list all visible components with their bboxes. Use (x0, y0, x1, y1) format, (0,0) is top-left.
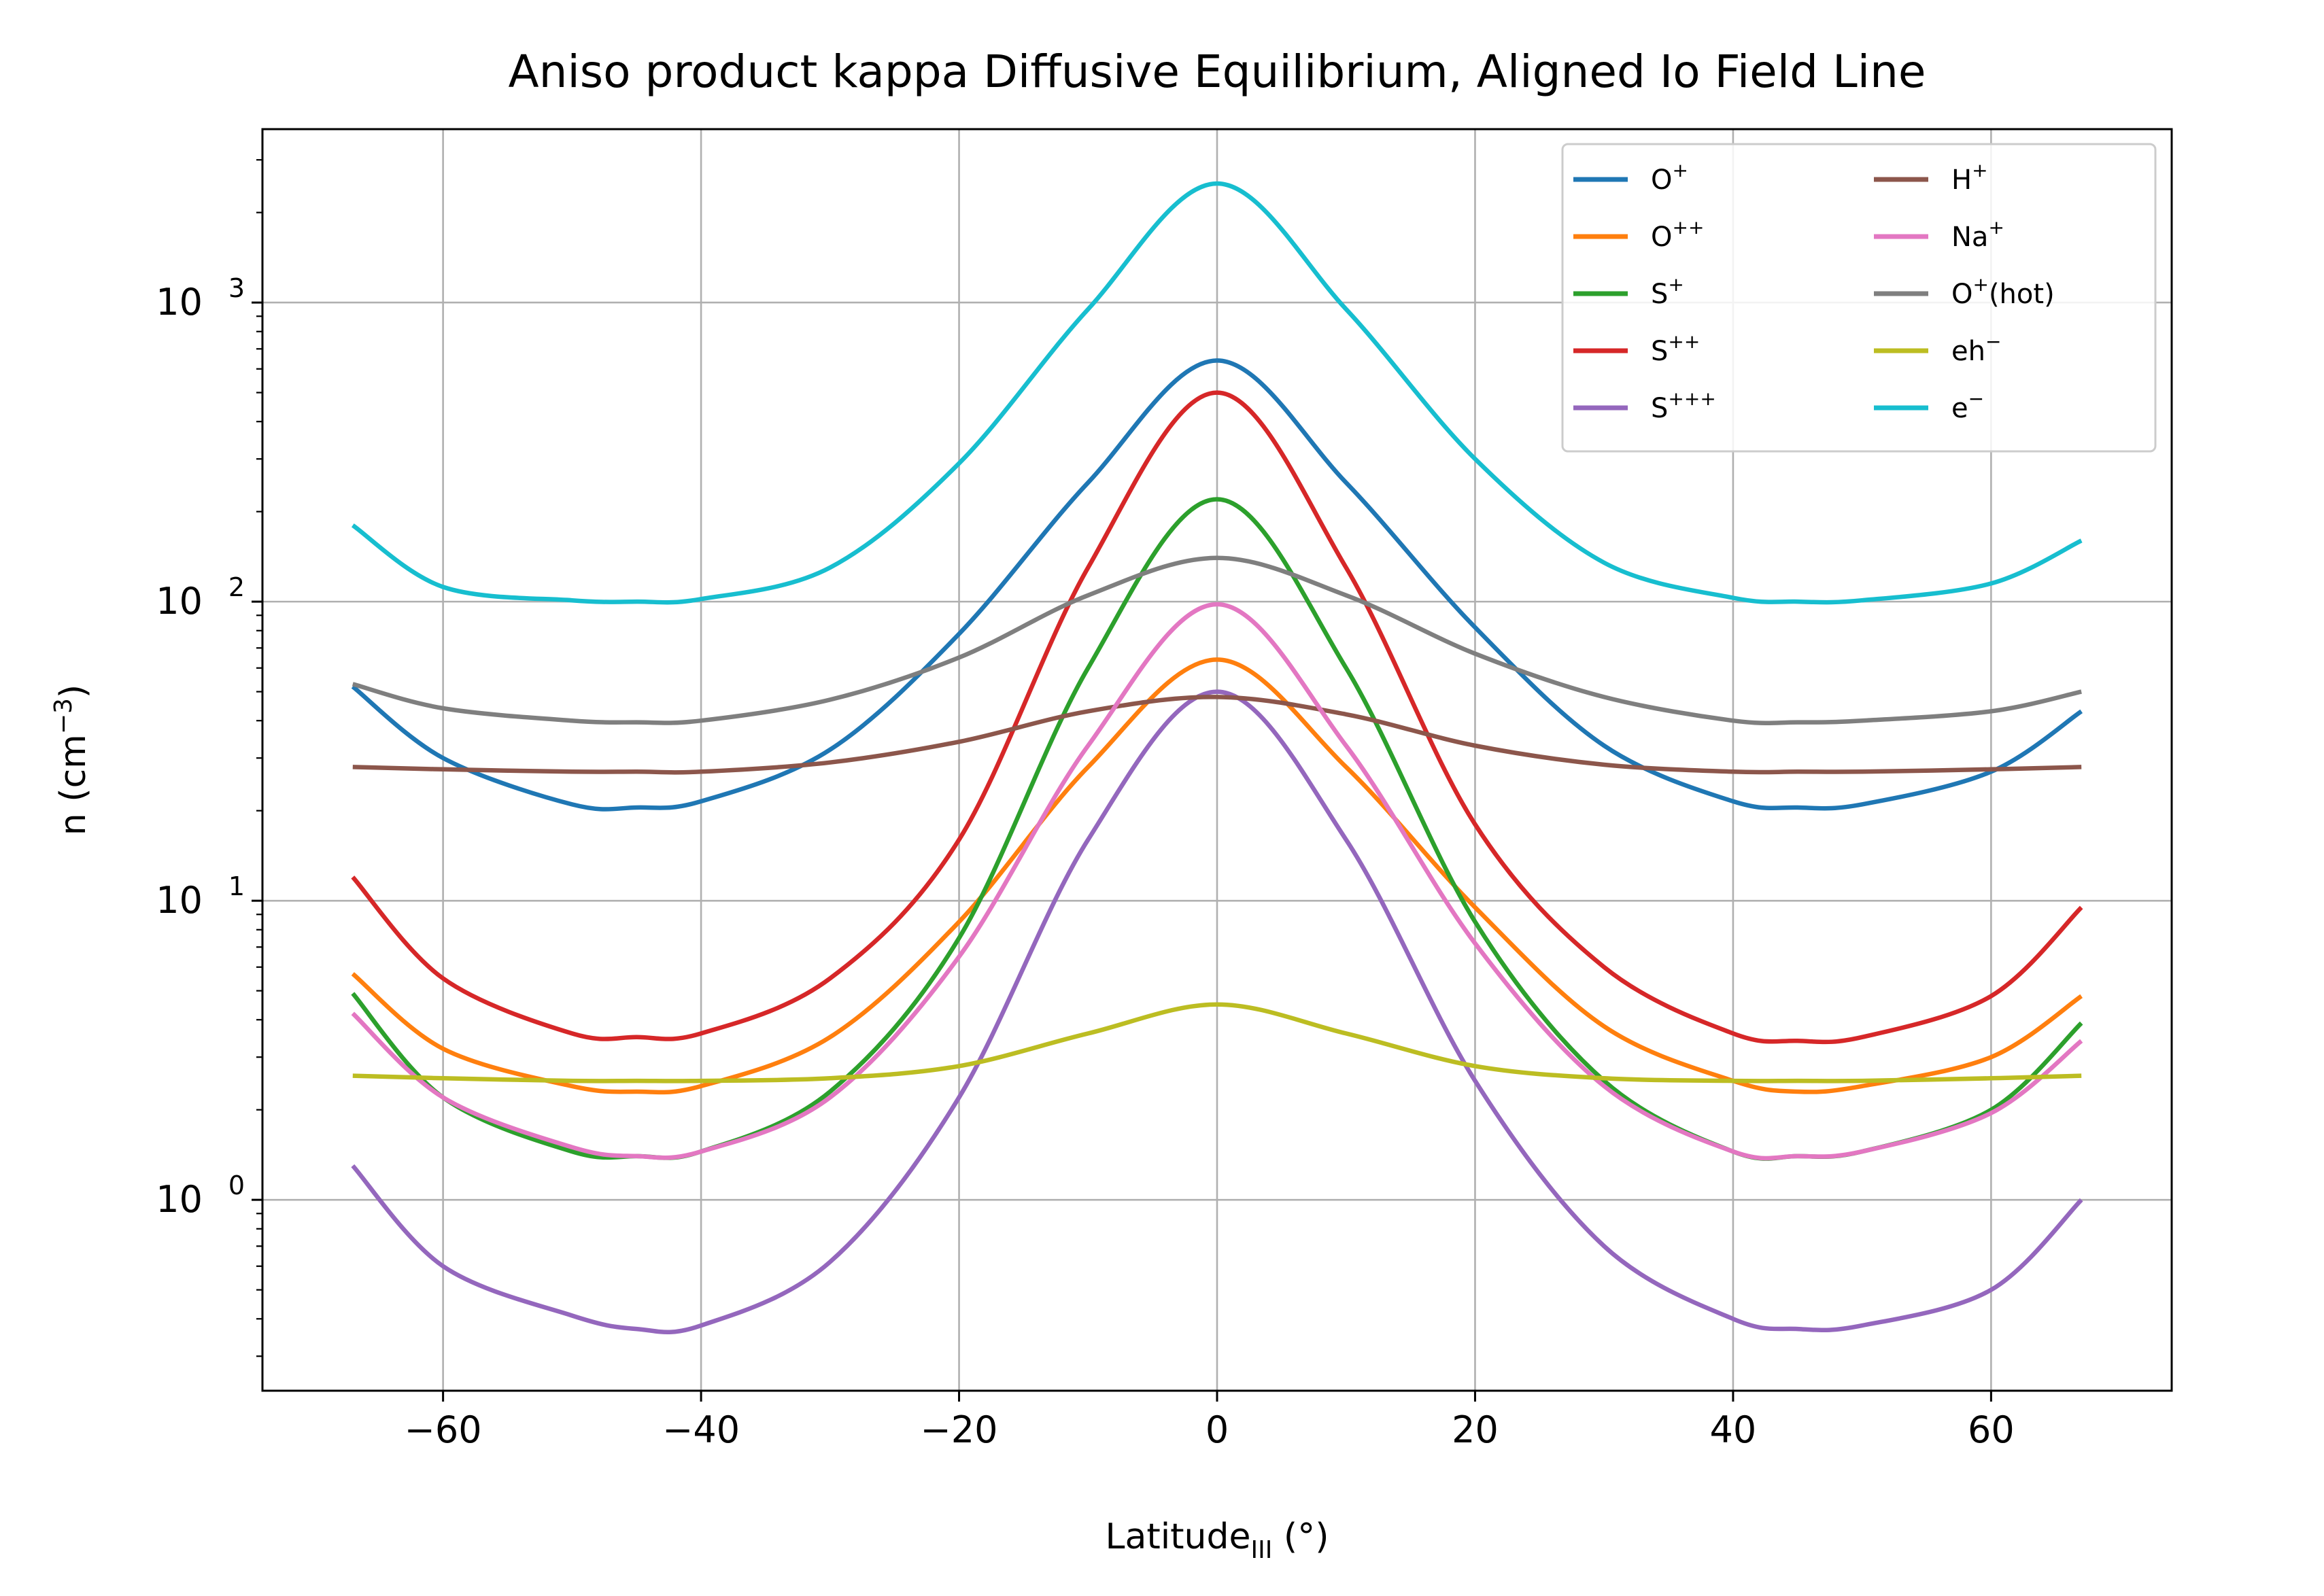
x-tick-label: 40 (1710, 1408, 1757, 1451)
legend-label-9: e− (1951, 387, 1984, 424)
series-group (351, 181, 2083, 1335)
legend-label-base: eh (1951, 336, 1985, 367)
y-tick-label-base: 10 (156, 1178, 203, 1221)
y-tick-label-exponent: 1 (228, 871, 245, 901)
legend-label-superscript: + (1988, 216, 2004, 239)
series-line-0 (351, 358, 2083, 812)
y-axis-label-superscript: −3 (50, 698, 78, 734)
series-line-6 (351, 602, 2083, 1161)
series-line-9 (351, 181, 2083, 605)
y-axis-label-suffix: ) (53, 684, 94, 698)
legend-label-3: S++ (1651, 330, 1700, 367)
x-axis-label: LatitudeIII (°) (1106, 1516, 1329, 1564)
y-tick-label-exponent: 2 (228, 572, 245, 602)
chart-title: Aniso product kappa Diffusive Equilibriu… (508, 46, 1926, 98)
legend-label-superscript: − (1985, 330, 2001, 353)
legend-label-superscript: − (1968, 387, 1984, 410)
legend-label-superscript: + (1972, 273, 1988, 296)
y-axis: 10 0 10 1 10 2 10 3 (156, 159, 262, 1357)
series-line-5 (352, 695, 2082, 775)
legend-label-superscript: ++ (1672, 216, 1704, 239)
y-tick-label: 10 1 (156, 871, 245, 922)
legend-label-6: Na+ (1951, 216, 2004, 253)
x-axis-label-base: Latitude (1106, 1516, 1251, 1557)
y-axis-label-base: n (cm (53, 734, 94, 835)
x-tick-label: −40 (662, 1408, 740, 1451)
x-tick-label: −60 (405, 1408, 482, 1451)
series-line-1 (351, 657, 2083, 1095)
series-line-4 (351, 689, 2083, 1335)
legend: O+O++S+S++S+++H+Na+O+(hot)eh−e− (1561, 143, 2157, 453)
legend-label-base: e (1951, 393, 1968, 424)
legend-label-7: O+(hot) (1951, 273, 2055, 310)
legend-label-superscript: +++ (1668, 387, 1715, 410)
y-tick-label: 10 0 (156, 1170, 245, 1221)
legend-label-base: S (1651, 279, 1668, 310)
series-line-3 (351, 390, 2083, 1045)
y-tick-label: 10 3 (156, 273, 245, 324)
y-tick-label-exponent: 3 (228, 273, 245, 303)
legend-label-suffix: (hot) (1989, 279, 2055, 310)
legend-label-5: H+ (1951, 159, 1988, 196)
y-tick-label-base: 10 (156, 879, 203, 922)
legend-label-base: H (1951, 164, 1972, 196)
legend-label-base: O (1651, 222, 1672, 253)
legend-label-base: Na (1951, 222, 1988, 253)
x-tick-label: 20 (1452, 1408, 1499, 1451)
legend-label-base: S (1651, 393, 1668, 424)
y-tick-label: 10 2 (156, 572, 245, 623)
y-tick-label-base: 10 (156, 580, 203, 623)
legend-label-1: O++ (1651, 216, 1704, 253)
y-tick-label-base: 10 (156, 281, 203, 324)
x-tick-label: −20 (921, 1408, 998, 1451)
legend-label-superscript: + (1672, 159, 1688, 181)
legend-label-base: O (1951, 279, 1972, 310)
legend-label-8: eh− (1951, 330, 2001, 367)
legend-label-base: O (1651, 164, 1672, 196)
y-axis-label: n (cm−3) (50, 684, 94, 835)
series-line-7 (352, 555, 2082, 725)
legend-label-superscript: + (1972, 159, 1987, 181)
x-axis-label-suffix: (°) (1272, 1516, 1329, 1557)
x-axis: −60 −40 −20 0 20 40 60 (405, 1391, 2015, 1451)
x-tick-label: 0 (1206, 1408, 1229, 1451)
y-tick-label-exponent: 0 (228, 1170, 245, 1200)
legend-label-superscript: ++ (1668, 330, 1700, 353)
legend-label-superscript: + (1668, 273, 1684, 296)
legend-label-base: S (1651, 336, 1668, 367)
legend-box (1561, 143, 2157, 453)
legend-label-0: O+ (1651, 159, 1688, 196)
legend-label-4: S+++ (1651, 387, 1716, 424)
x-axis-label-subscript: III (1251, 1536, 1273, 1564)
x-tick-label: 60 (1968, 1408, 2015, 1451)
legend-label-2: S+ (1651, 273, 1684, 310)
series-line-8 (352, 1002, 2082, 1083)
